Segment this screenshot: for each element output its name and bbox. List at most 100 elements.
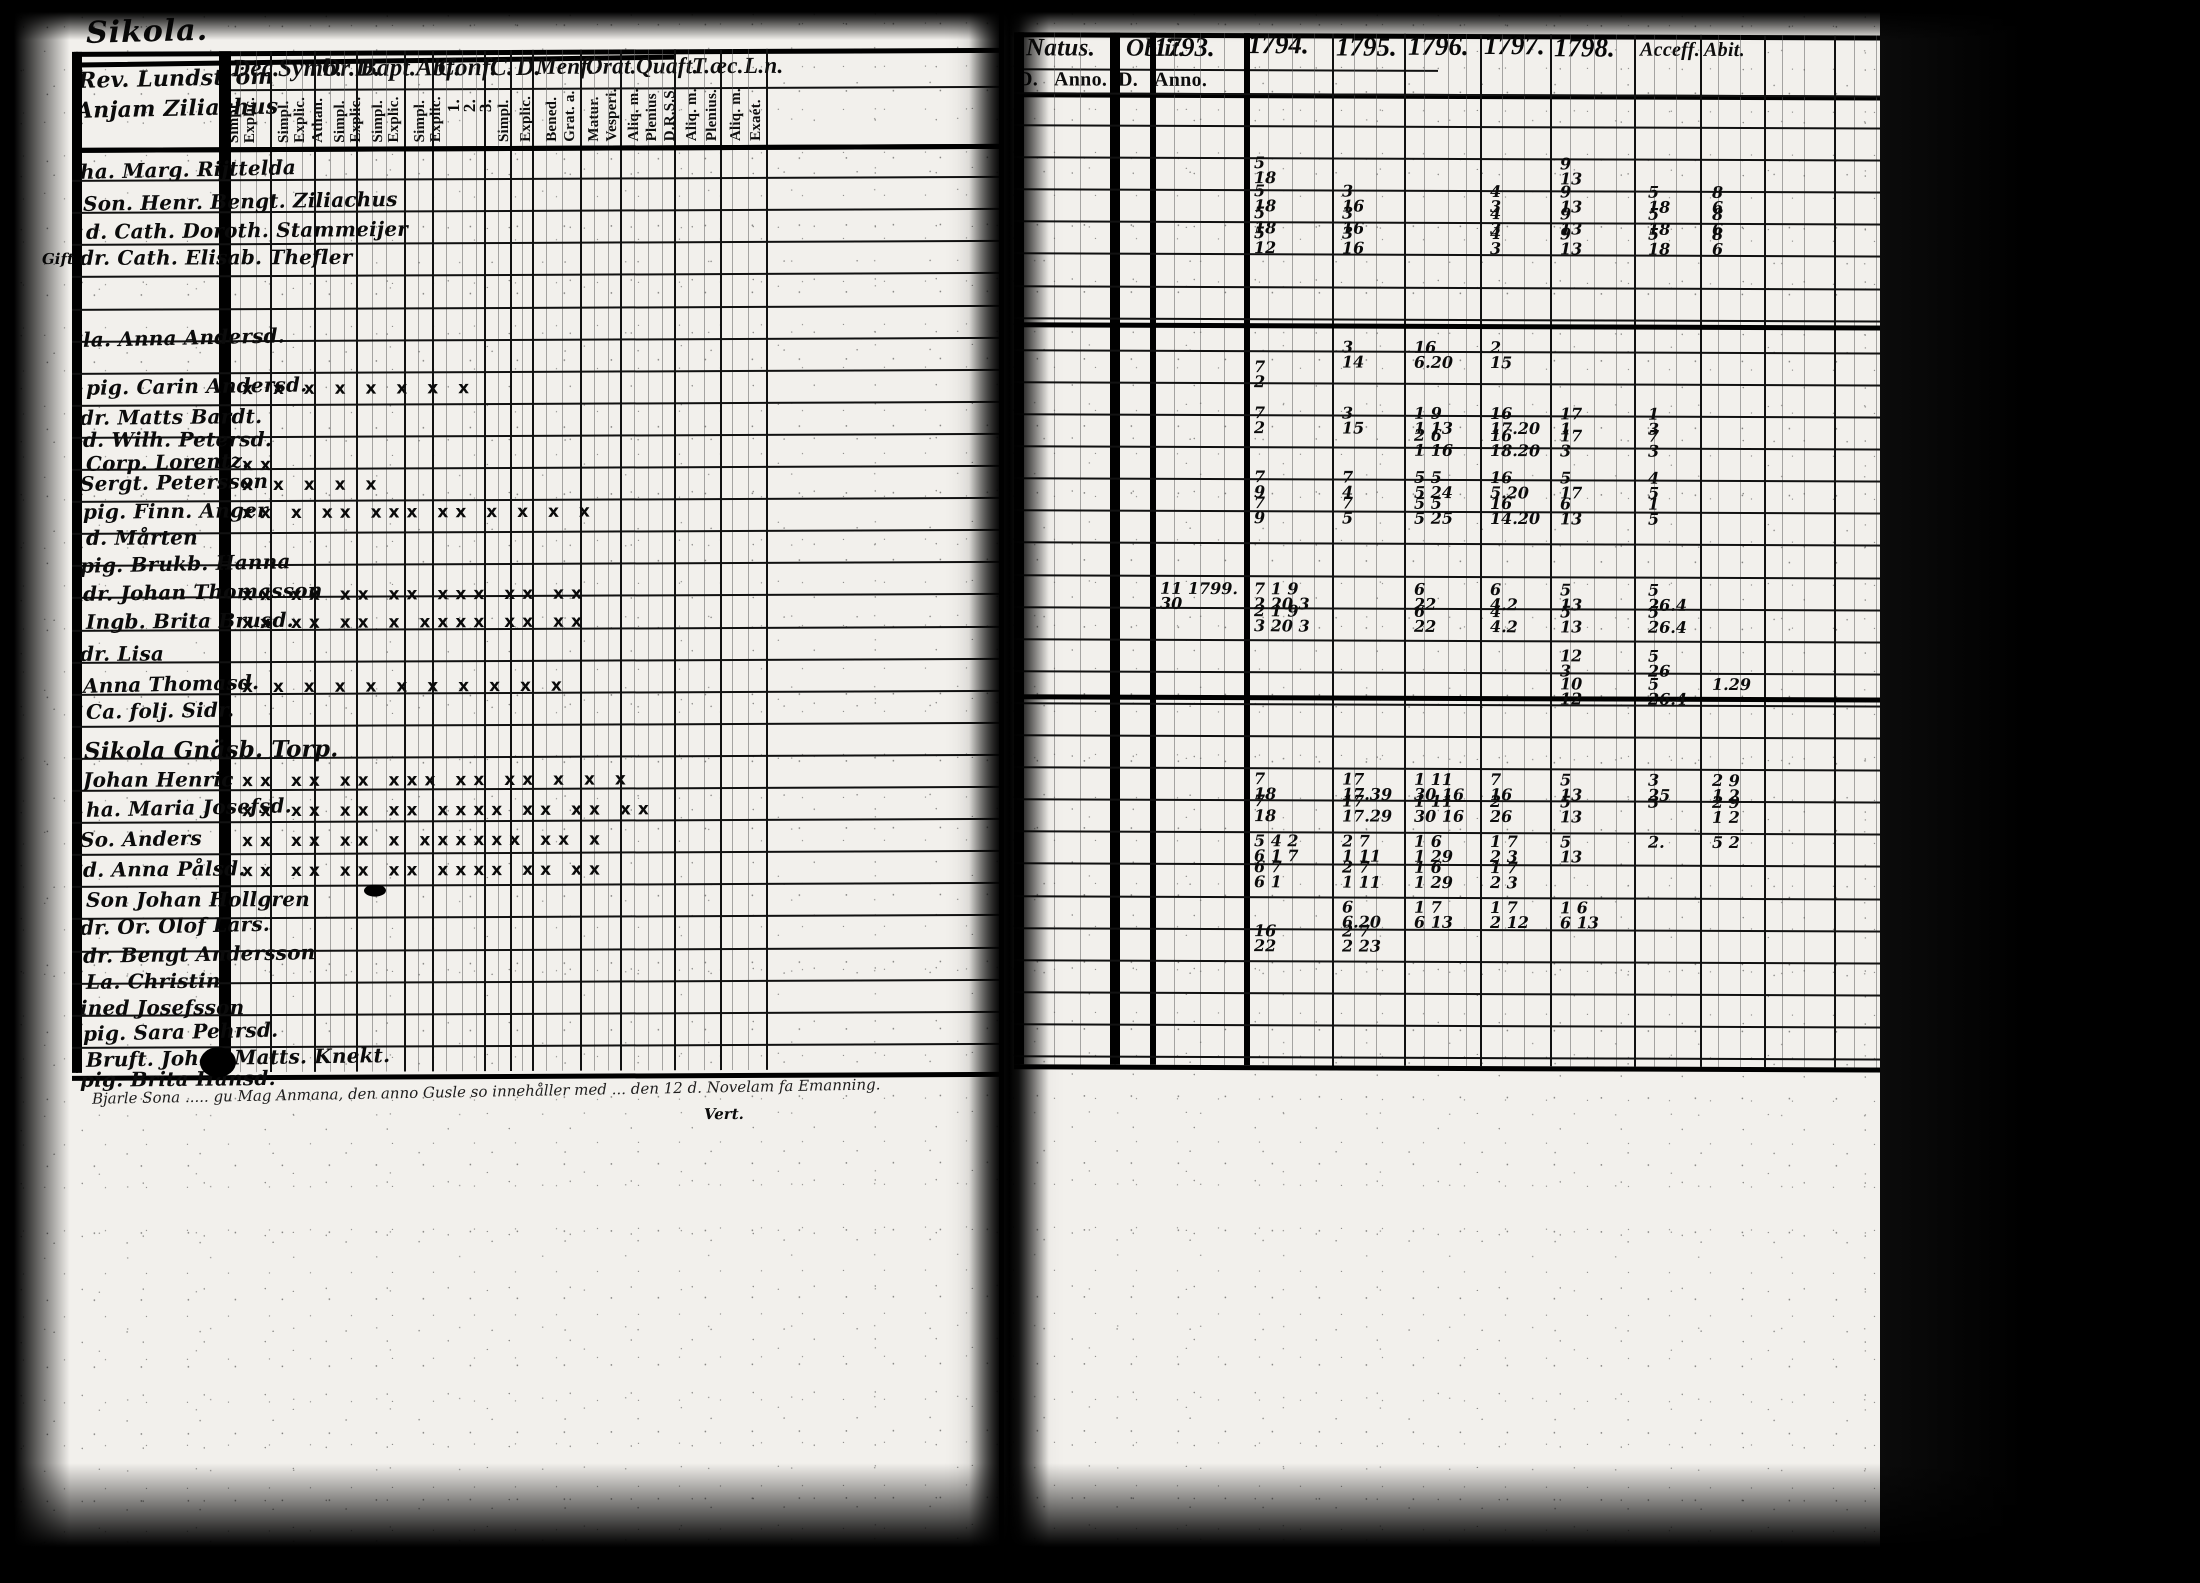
grid-vline-fine <box>1224 33 1225 1066</box>
sub-symb-explic: Explic. <box>292 96 308 143</box>
grid-hline <box>72 304 999 311</box>
register-numeric-cell: 15 <box>1490 353 1513 373</box>
grid-hline <box>72 849 999 856</box>
left-page: Sikola. Rev. Lundström Anjam Ziliachus D… <box>14 3 999 1554</box>
attendance-marks: xx xx xx xx xxxx xx xx xx <box>242 799 656 822</box>
register-numeric-cell: 6.20 <box>1414 352 1453 372</box>
grid-vline-fine <box>1080 32 1081 1065</box>
attendance-marks: x x x x x <box>242 474 384 496</box>
grid-vline-fine <box>1174 32 1175 1065</box>
grid-hline <box>72 657 999 664</box>
grid-vline-fine <box>1054 32 1055 1065</box>
register-numeric-cell: 18 <box>1253 806 1277 826</box>
register-numeric-cell: 22 <box>1413 616 1437 636</box>
register-numeric-cell: 18.20 <box>1490 441 1541 461</box>
sub-ln-aliq: Aliq. m. <box>728 88 744 142</box>
register-numeric-cell: 4.2 <box>1489 617 1518 637</box>
register-row-name: Sikola Gnäsb. Torp. <box>83 735 339 765</box>
register-numeric-cell: 30 <box>1160 593 1183 613</box>
register-numeric-cell: 3 <box>1560 441 1572 461</box>
register-row-name: Son Johan Hollgren <box>85 887 310 912</box>
grid-vline-fine <box>1804 35 1805 1068</box>
sub-abf-simpl: Simpl. <box>412 99 428 143</box>
grid-vline <box>1834 35 1836 1068</box>
register-numeric-cell: 14 <box>1342 352 1365 372</box>
register-numeric-cell: 6 1 <box>1253 872 1282 892</box>
grid-vline-fine <box>1782 35 1783 1068</box>
grid-hline-major <box>1014 1064 1916 1073</box>
register-numeric-cell: 2. <box>1648 832 1665 852</box>
register-numeric-cell: 15 <box>1341 418 1365 438</box>
register-row-name: Johan Henric <box>82 767 234 792</box>
register-row-name: So. Anders <box>79 825 203 852</box>
register-numeric-cell: 3 <box>1489 239 1502 259</box>
vignette-right <box>1880 0 2200 1583</box>
register-numeric-cell: 26 <box>1489 807 1513 827</box>
register-numeric-cell: 12 <box>1560 689 1583 709</box>
register-numeric-cell: 3 20 3 <box>1253 616 1310 636</box>
col-header-taec: T.æc. <box>692 52 744 79</box>
register-row-name: d. Mårten <box>85 525 198 550</box>
sub-symb-athan: Athan. <box>310 97 326 143</box>
attendance-marks: xx xx xx x xxxx xx xx <box>242 611 589 634</box>
register-row-name: pig. Brukb. Hanna <box>79 549 291 578</box>
register-numeric-cell: 1 29 <box>1413 872 1454 893</box>
register-numeric-cell: 5 25 <box>1413 508 1454 528</box>
register-row-name: dr. Or. Olof Lars. <box>79 911 271 940</box>
register-row-name: ha. Marg. Rijttelda <box>79 155 297 184</box>
register-row-name: d. Cath. Doroth. Stammeijer <box>85 216 409 244</box>
grid-vline-fine <box>1876 35 1877 1068</box>
grid-vline <box>1150 32 1156 1065</box>
grid-vline <box>1244 33 1250 1066</box>
grid-hline <box>72 528 999 535</box>
register-numeric-cell: 12 <box>1253 238 1277 258</box>
sub-obiit-d: D. <box>1118 68 1139 91</box>
register-numeric-cell: 18 <box>1647 239 1671 259</box>
ink-blot-1 <box>200 1047 236 1078</box>
sub-ln-exact: Exaét. <box>748 99 764 141</box>
grid-vline-fine <box>1200 32 1201 1065</box>
register-row-name: Son. Henr. Bengt. Ziliachus <box>82 186 398 216</box>
sub-quast-plenius: Plenius <box>644 93 660 142</box>
register-numeric-cell: 26.4 <box>1647 617 1688 638</box>
attendance-marks: xx xx xx xxx xx xx x x x <box>242 769 633 792</box>
register-numeric-cell: 2 <box>1253 418 1266 438</box>
register-numeric-cell: 1 2 <box>1711 807 1740 827</box>
grid-vline <box>1114 32 1120 1065</box>
register-numeric-cell: 1.29 <box>1712 674 1751 695</box>
book-gutter-shadow <box>969 6 1049 1566</box>
vignette-top <box>0 0 2200 40</box>
sub-ord-simpl: Simpl. <box>332 100 348 143</box>
register-numeric-cell: 3 <box>1647 792 1660 812</box>
register-numeric-cell: 2 12 <box>1489 913 1530 933</box>
register-numeric-cell: 13 <box>1560 847 1583 867</box>
register-numeric-cell: 2 23 <box>1342 936 1381 956</box>
book-spread: Sikola. Rev. Lundström Anjam Ziliachus D… <box>14 3 2004 1566</box>
register-numeric-cell: 5 <box>1647 509 1660 529</box>
sub-menf-grat: Grat. a. <box>562 90 578 142</box>
register-numeric-cell: 13 <box>1559 509 1583 529</box>
register-numeric-cell: 9 <box>1253 508 1266 528</box>
register-numeric-cell: 5 <box>1341 508 1354 528</box>
register-row-name: Anna Thomasd. <box>82 670 260 698</box>
register-numeric-cell: 3 <box>1648 441 1660 461</box>
register-numeric-cell: 17.29 <box>1341 806 1393 826</box>
register-numeric-cell: 14.20 <box>1489 508 1541 529</box>
ink-blot-2 <box>364 884 386 897</box>
attendance-marks: xx xx xx xx xxxx xx xx <box>242 859 607 882</box>
folio-note: Vert. <box>704 1104 744 1124</box>
register-row-name: ined Josefsson <box>79 995 245 1020</box>
register-row-name: dr. Bengt Andersson <box>82 940 316 968</box>
sub-quast-drss: D.R.S.S. <box>662 86 678 142</box>
register-row-name: pig. Sara Pehrsd. <box>82 1017 279 1046</box>
sub-bapt-explic: Explic. <box>386 96 402 143</box>
attendance-marks: xx xx xx xx xxx xx xx <box>242 583 589 606</box>
register-numeric-cell: 6 <box>1711 239 1724 259</box>
grid-hline <box>72 721 999 728</box>
register-row-name: dr. Lisa <box>79 641 165 666</box>
register-numeric-cell: 13 <box>1559 239 1583 259</box>
register-numeric-cell: 30 16 <box>1413 806 1465 826</box>
register-numeric-cell: 2 <box>1253 372 1266 392</box>
attendance-marks: x x x x x x x x x x x <box>242 675 569 698</box>
